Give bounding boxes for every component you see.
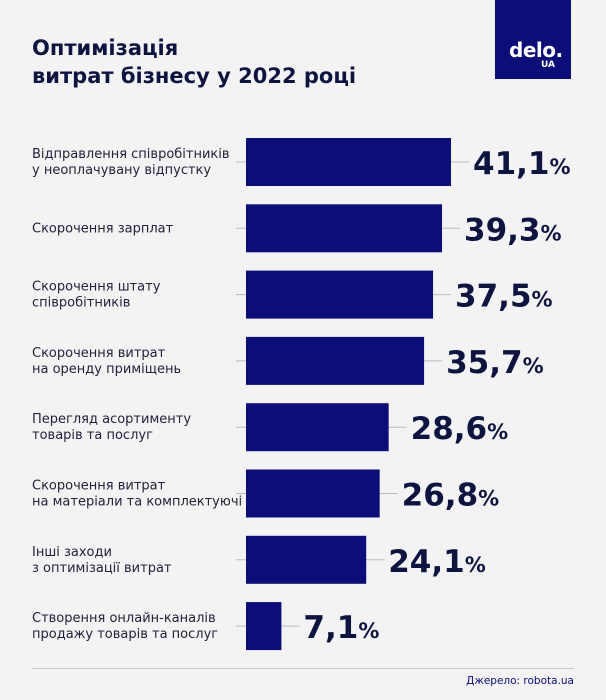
value-label: 7,1% (303, 610, 379, 646)
category-label: продажу товарів та послуг (32, 627, 218, 642)
bar (246, 602, 282, 651)
category-label: Скорочення штату (32, 280, 161, 295)
category-label: з оптимізації витрат (32, 561, 172, 576)
bar (246, 336, 425, 385)
chart-title: Оптимізація витрат бізнесу у 2022 році (32, 34, 356, 90)
value-label: 41,1% (473, 146, 571, 182)
logo-suffix: UA (541, 60, 555, 70)
bar (246, 469, 380, 518)
bar (246, 535, 367, 584)
category-label: Перегляд асортименту (32, 412, 191, 427)
value-label: 35,7% (446, 345, 544, 381)
category-label: Інші заходи (32, 545, 112, 560)
title-line-1: Оптимізація (32, 36, 179, 60)
value-label: 37,5% (455, 279, 553, 315)
delo-ua-logo[interactable]: delo. UA (495, 0, 571, 79)
category-label: у неоплачувану відпустку (32, 163, 211, 178)
value-label: 39,3% (464, 212, 562, 248)
title-line-2: витрат бізнесу у 2022 році (32, 64, 357, 88)
category-label: на оренду приміщень (32, 362, 181, 377)
category-label: на матеріали та комплектуючі (32, 495, 242, 510)
bar (246, 138, 451, 186)
category-label: співробітників (32, 296, 130, 311)
bar (246, 270, 434, 319)
value-label: 26,8% (402, 478, 500, 514)
category-label: Створення онлайн-каналів (32, 611, 216, 626)
bar (246, 403, 389, 452)
category-label: Скорочення витрат (32, 479, 166, 494)
logo-word: delo. (509, 38, 563, 62)
category-label: товарів та послуг (32, 428, 153, 443)
value-label: 28,6% (411, 411, 509, 447)
bar (246, 204, 443, 253)
source-note: Джерело: robota.ua (466, 675, 574, 687)
value-label: 24,1% (388, 544, 486, 580)
footer-divider (32, 668, 574, 669)
category-label: Скорочення витрат (32, 346, 166, 361)
category-label: Скорочення зарплат (32, 221, 174, 236)
category-label: Відправлення співробітників (32, 147, 230, 162)
